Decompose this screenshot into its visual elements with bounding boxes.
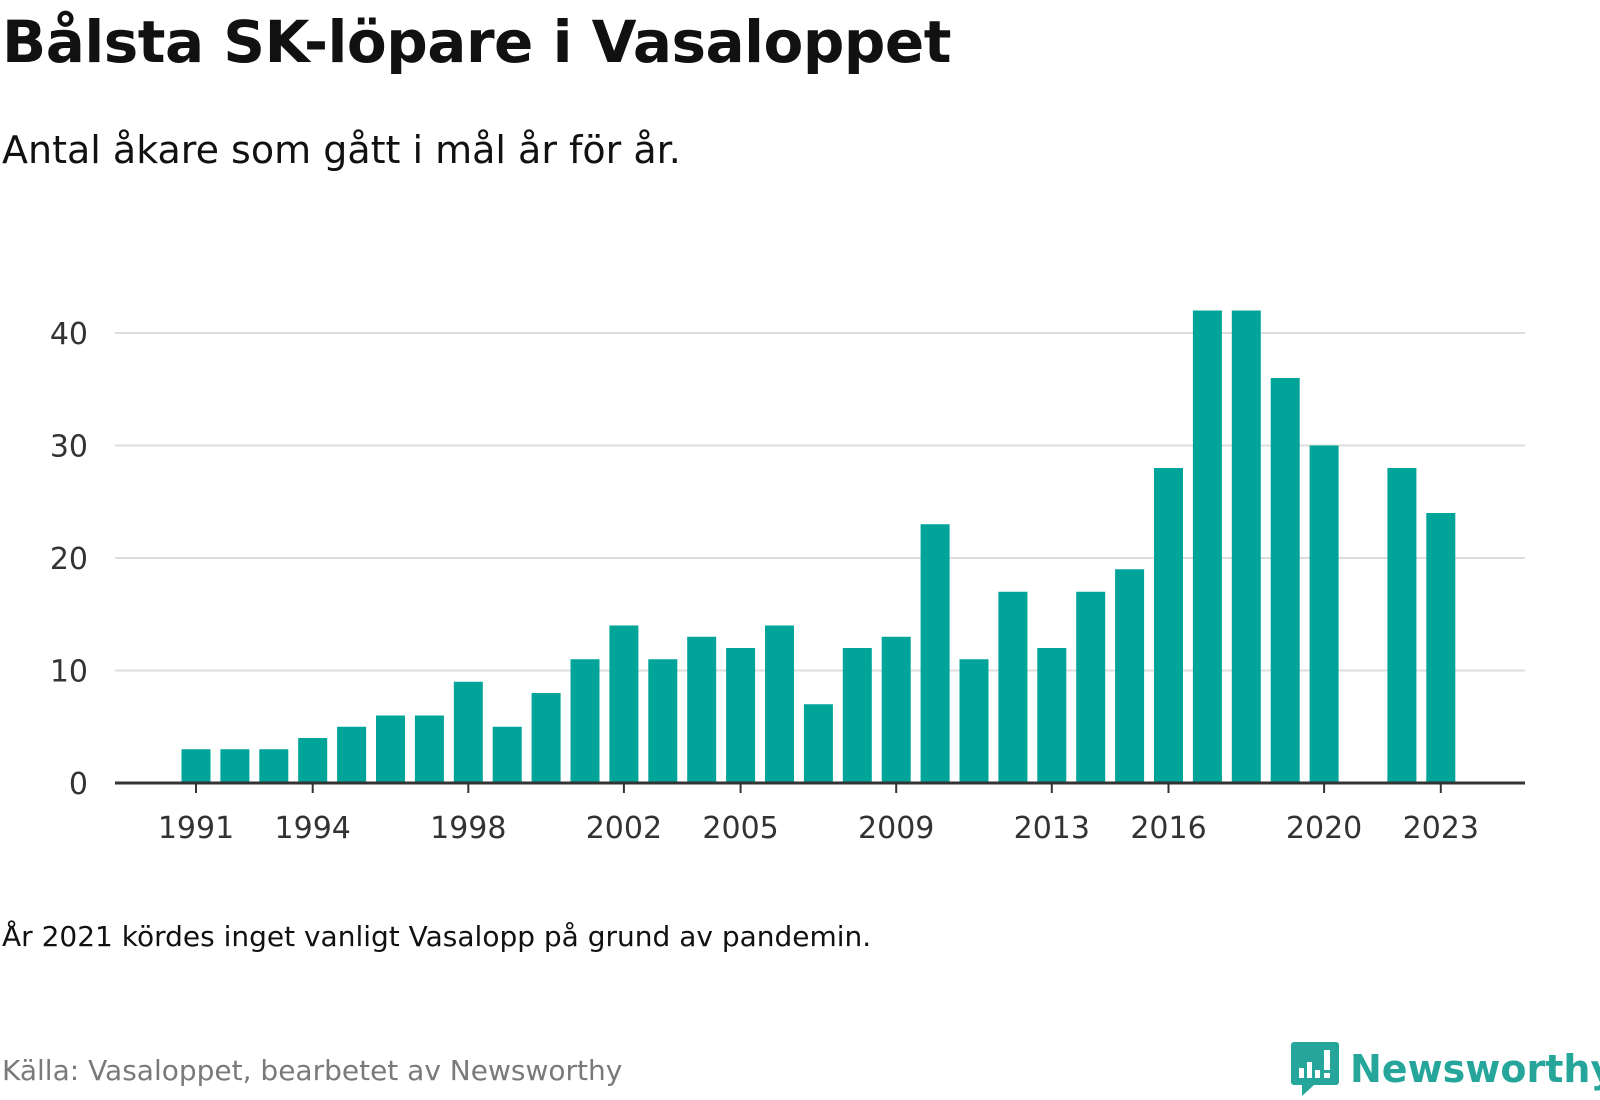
bar-2011 [959,659,989,783]
bar-2015 [1115,569,1145,783]
x-tick-label-2023: 2023 [1403,811,1479,846]
bar-2010 [920,524,950,783]
bar-2020 [1309,445,1339,783]
x-tick-label-1991: 1991 [158,811,234,846]
y-tick-label-10: 10 [50,655,88,690]
bar-2002 [609,625,639,783]
x-tick-label-2020: 2020 [1286,811,1362,846]
bar-2007 [803,704,833,783]
bar-chart: 0 10 20 30 40 1991 1994 1998 2002 2005 2009 2013 201… [50,310,1525,846]
bar-2008 [842,648,872,783]
bar-2016 [1154,468,1183,783]
bar-2004 [687,636,717,783]
bar-1998 [453,681,483,783]
bar-2018 [1231,310,1261,783]
bar-1999 [492,726,522,783]
bar-1992 [220,749,250,783]
bar-2009 [881,636,911,783]
bar-2019 [1270,378,1300,783]
x-tick-label-1994: 1994 [275,811,351,846]
brand-name: Newsworthy [1350,1047,1600,1091]
bar-1996 [376,715,405,783]
bar-2000 [531,693,561,783]
axes: 0 10 20 30 40 1991 1994 1998 2002 2005 2009 2013 201… [50,317,1525,846]
bar-1991 [181,749,211,783]
bar-2023 [1426,513,1456,783]
bar-1994 [298,738,328,783]
bar-1993 [259,749,289,783]
bar-2012 [998,591,1028,783]
newsworthy-logo-icon [1291,1042,1339,1096]
bar-2003 [648,659,678,783]
source-text: Källa: Vasaloppet, bearbetet av Newswort… [2,1054,623,1087]
chart-subtitle: Antal åkare som gått i mål år för år. [2,128,681,172]
y-tick-label-30: 30 [50,430,88,465]
x-tick-label-2005: 2005 [702,811,778,846]
y-tick-label-20: 20 [50,542,88,577]
y-tick-label-40: 40 [50,317,88,352]
bars [181,310,1456,783]
bar-1995 [337,726,367,783]
x-tick-label-1998: 1998 [430,811,506,846]
x-tick-label-2009: 2009 [858,811,934,846]
footnote: År 2021 kördes inget vanligt Vasalopp på… [2,920,872,953]
bar-1997 [414,715,444,783]
x-tick-label-2013: 2013 [1014,811,1090,846]
x-tick-label-2016: 2016 [1130,811,1206,846]
bar-2014 [1076,591,1106,783]
bar-2013 [1037,648,1067,783]
bar-2001 [570,659,600,783]
y-tick-label-0: 0 [69,767,88,802]
bar-2005 [726,648,756,783]
brand-logo: Newsworthy [1290,1040,1600,1098]
bar-2017 [1192,310,1222,783]
x-tick-label-2002: 2002 [586,811,662,846]
chart-title: Bålsta SK-löpare i Vasaloppet [2,8,952,76]
bar-2022 [1387,468,1417,783]
bar-2006 [765,625,794,783]
